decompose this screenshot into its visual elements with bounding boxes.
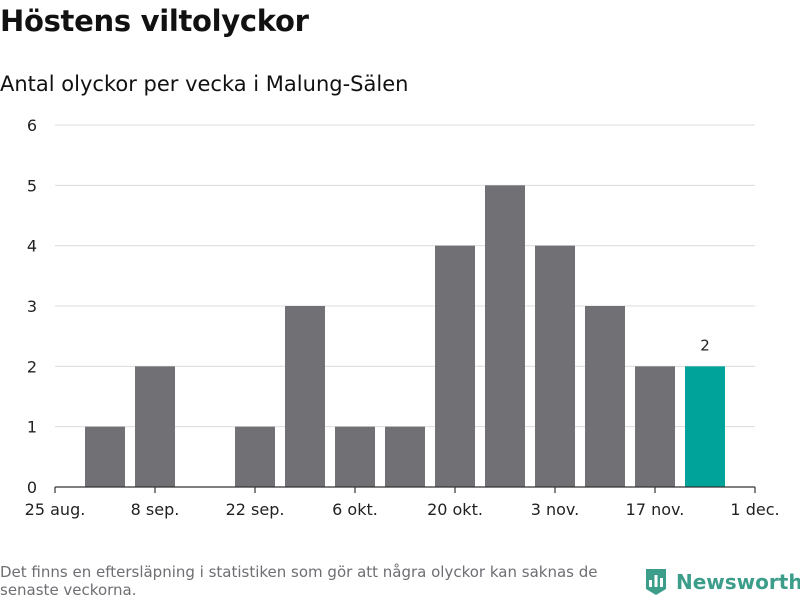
bar [535, 245, 575, 487]
bar [435, 245, 475, 487]
brand-name: Newsworthy [676, 570, 800, 594]
x-tick-label: 6 okt. [332, 500, 378, 519]
y-tick-label: 5 [27, 176, 37, 195]
x-tick-label: 22 sep. [226, 500, 285, 519]
x-axis: 25 aug. 8 sep. 22 sep. 6 okt. 20 okt. 3 nov. 1… [25, 486, 780, 519]
chart-title: Höstens viltolyckor [0, 4, 309, 38]
bar [285, 306, 325, 487]
bar [235, 426, 275, 487]
bar [485, 185, 525, 488]
x-tick-label: 1 dec. [730, 500, 779, 519]
bar [85, 426, 125, 487]
bar-chart: 0 1 2 3 4 5 6 25 aug. 8 sep. 22 sep. 6 okt. 20 okt… [25, 116, 780, 519]
x-tick-label: 17 nov. [626, 500, 685, 519]
bar [585, 306, 625, 487]
x-tick-label: 3 nov. [531, 500, 580, 519]
annotations: 2 [700, 336, 710, 354]
y-tick-label: 1 [27, 418, 37, 437]
bars [85, 185, 725, 488]
y-tick-label: 6 [27, 116, 37, 135]
brand-logo: Newsworthy [644, 567, 800, 597]
newsworthy-logo-icon [646, 569, 666, 595]
x-tick-label: 20 okt. [427, 500, 483, 519]
x-tick-label: 25 aug. [25, 500, 86, 519]
data-label: 2 [700, 336, 710, 354]
bar [635, 366, 675, 487]
y-tick-label: 3 [27, 297, 37, 316]
footnote: Det finns en eftersläpning i statistiken… [0, 563, 598, 599]
y-tick-label: 0 [27, 478, 37, 497]
y-tick-label: 4 [27, 237, 37, 256]
bar [385, 426, 425, 487]
chart-subtitle: Antal olyckor per vecka i Malung-Sälen [0, 72, 409, 96]
y-tick-label: 2 [27, 357, 37, 376]
y-axis-labels: 0 1 2 3 4 5 6 [27, 116, 37, 497]
bar [335, 426, 375, 487]
bar [135, 366, 175, 487]
x-tick-label: 8 sep. [131, 500, 180, 519]
bar [685, 366, 725, 487]
